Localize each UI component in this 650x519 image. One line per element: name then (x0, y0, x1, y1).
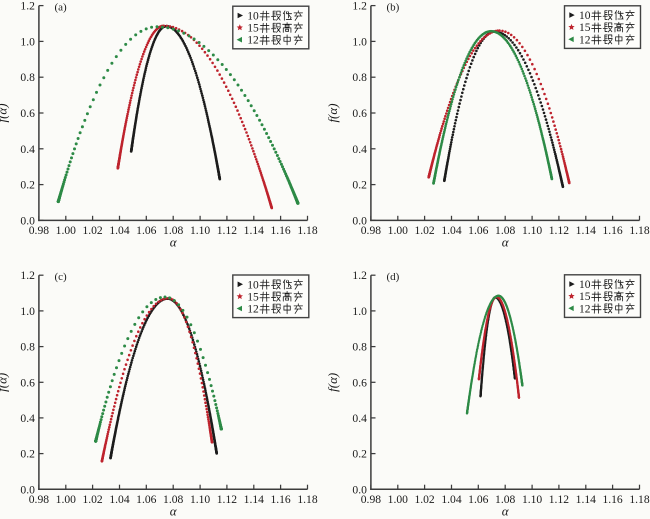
svg-text:1.00: 1.00 (56, 224, 76, 237)
svg-text:f(α): f(α) (325, 373, 340, 392)
svg-text:0.2: 0.2 (352, 179, 367, 192)
svg-text:15: 15 (247, 23, 259, 35)
svg-text:α: α (170, 504, 178, 519)
svg-text:0.98: 0.98 (361, 493, 381, 506)
svg-text:1.2: 1.2 (20, 0, 35, 13)
svg-text:1.16: 1.16 (270, 224, 290, 237)
svg-text:12: 12 (247, 304, 259, 316)
svg-text:1.02: 1.02 (414, 493, 434, 506)
svg-text:f(α): f(α) (0, 103, 10, 122)
svg-text:1.00: 1.00 (56, 493, 76, 506)
svg-text:1.10: 1.10 (190, 224, 210, 237)
svg-text:0.2: 0.2 (20, 179, 35, 192)
svg-text:10: 10 (247, 11, 259, 23)
svg-text:0.98: 0.98 (29, 493, 49, 506)
svg-text:1.12: 1.12 (217, 493, 237, 506)
svg-text:0.4: 0.4 (20, 143, 35, 156)
svg-text:f(α): f(α) (0, 373, 10, 392)
svg-text:1.08: 1.08 (495, 224, 515, 237)
svg-text:1.18: 1.18 (629, 493, 649, 506)
svg-text:1.16: 1.16 (270, 493, 290, 506)
svg-text:0.8: 0.8 (20, 341, 35, 354)
svg-text:0.4: 0.4 (352, 143, 367, 156)
svg-text:0.4: 0.4 (20, 412, 35, 425)
svg-text:1.04: 1.04 (109, 224, 129, 237)
svg-text:0.2: 0.2 (352, 448, 367, 461)
svg-text:1.10: 1.10 (522, 224, 542, 237)
svg-text:0.8: 0.8 (20, 71, 35, 84)
svg-text:1.12: 1.12 (549, 493, 569, 506)
svg-text:1.0: 1.0 (352, 305, 367, 318)
svg-text:0.0: 0.0 (20, 214, 35, 227)
svg-text:1.18: 1.18 (297, 224, 317, 237)
svg-text:1.10: 1.10 (522, 493, 542, 506)
svg-text:0.98: 0.98 (29, 224, 49, 237)
svg-text:0.98: 0.98 (361, 224, 381, 237)
svg-text:1.10: 1.10 (190, 493, 210, 506)
svg-text:1.02: 1.02 (82, 493, 102, 506)
svg-text:1.12: 1.12 (217, 224, 237, 237)
svg-text:0.6: 0.6 (20, 107, 35, 120)
svg-text:1.08: 1.08 (495, 493, 515, 506)
svg-text:1.14: 1.14 (244, 224, 264, 237)
svg-text:0.8: 0.8 (352, 71, 367, 84)
svg-text:1.04: 1.04 (441, 493, 461, 506)
svg-text:1.16: 1.16 (602, 224, 622, 237)
svg-text:1.02: 1.02 (414, 224, 434, 237)
svg-text:1.06: 1.06 (136, 493, 156, 506)
svg-text:1.18: 1.18 (629, 224, 649, 237)
svg-text:1.06: 1.06 (136, 224, 156, 237)
svg-text:1.2: 1.2 (352, 269, 367, 282)
svg-text:1.14: 1.14 (576, 493, 596, 506)
svg-text:1.2: 1.2 (20, 269, 35, 282)
svg-text:1.00: 1.00 (388, 224, 408, 237)
svg-text:0.4: 0.4 (352, 412, 367, 425)
svg-text:1.0: 1.0 (20, 35, 35, 48)
svg-text:0.0: 0.0 (352, 214, 367, 227)
svg-text:1.04: 1.04 (109, 493, 129, 506)
svg-text:15: 15 (579, 22, 591, 34)
svg-text:(b): (b) (387, 2, 400, 14)
svg-text:1.0: 1.0 (352, 35, 367, 48)
svg-text:1.16: 1.16 (602, 493, 622, 506)
svg-text:1.14: 1.14 (244, 493, 264, 506)
svg-text:1.0: 1.0 (20, 305, 35, 318)
svg-text:0.6: 0.6 (352, 107, 367, 120)
svg-text:1.06: 1.06 (468, 224, 488, 237)
svg-text:1.08: 1.08 (163, 493, 183, 506)
svg-text:10: 10 (579, 279, 591, 291)
svg-text:12: 12 (579, 303, 591, 315)
svg-text:α: α (502, 504, 510, 519)
svg-text:1.00: 1.00 (388, 493, 408, 506)
svg-text:1.12: 1.12 (549, 224, 569, 237)
svg-text:1.04: 1.04 (441, 224, 461, 237)
svg-text:12: 12 (247, 35, 259, 47)
svg-text:12: 12 (579, 34, 591, 46)
svg-text:0.8: 0.8 (352, 341, 367, 354)
svg-text:1.06: 1.06 (468, 493, 488, 506)
svg-text:1.2: 1.2 (352, 0, 367, 13)
svg-text:0.6: 0.6 (352, 376, 367, 389)
svg-text:10: 10 (247, 279, 259, 291)
svg-text:15: 15 (579, 291, 591, 303)
svg-text:1.02: 1.02 (82, 224, 102, 237)
svg-text:α: α (170, 235, 178, 250)
svg-text:(a): (a) (55, 2, 68, 14)
svg-text:α: α (502, 235, 510, 250)
svg-text:0.0: 0.0 (352, 483, 367, 496)
svg-text:1.08: 1.08 (163, 224, 183, 237)
svg-text:1.14: 1.14 (576, 224, 596, 237)
svg-text:1.18: 1.18 (297, 493, 317, 506)
svg-text:10: 10 (579, 10, 591, 22)
svg-text:0.2: 0.2 (20, 448, 35, 461)
svg-text:(c): (c) (55, 271, 68, 283)
svg-text:15: 15 (247, 291, 259, 303)
svg-text:0.6: 0.6 (20, 376, 35, 389)
svg-text:f(α): f(α) (325, 103, 340, 122)
svg-text:(d): (d) (387, 271, 400, 283)
svg-text:0.0: 0.0 (20, 483, 35, 496)
